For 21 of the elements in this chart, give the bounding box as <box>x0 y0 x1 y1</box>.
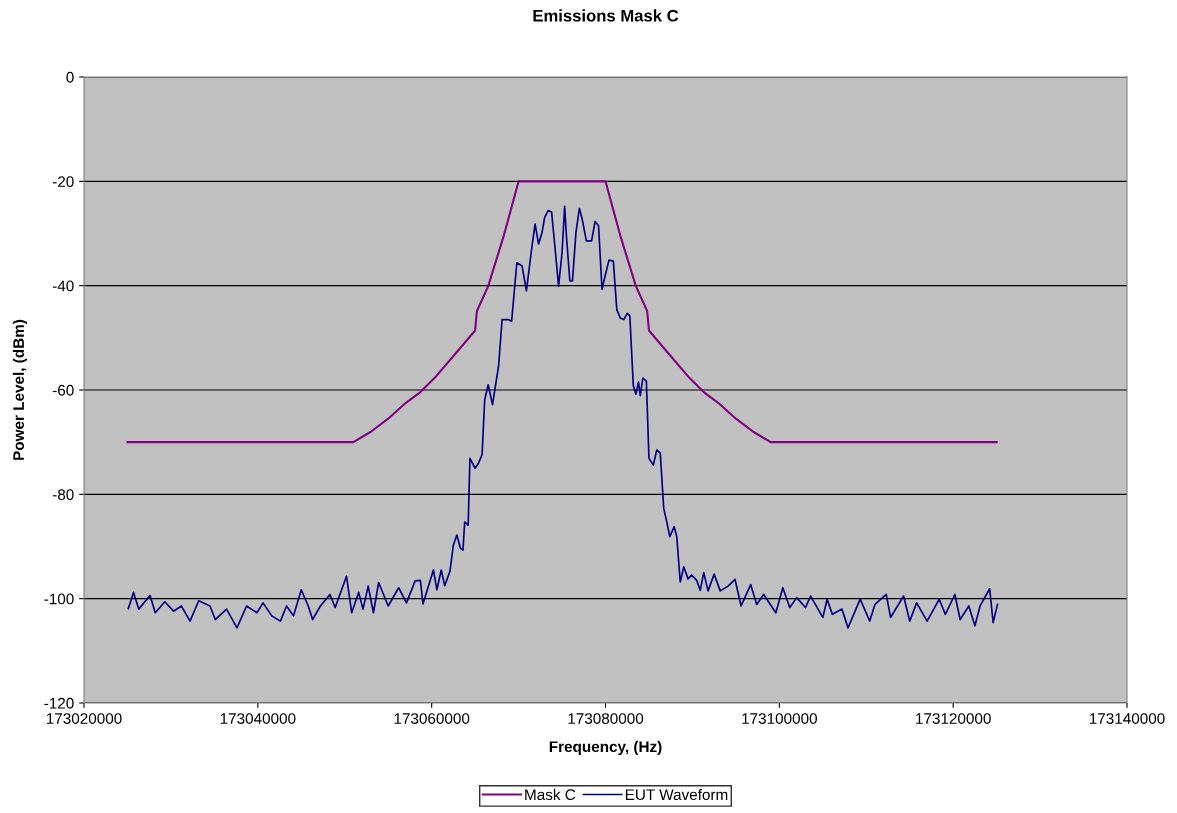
y-tick-label: -20 <box>52 176 74 188</box>
y-tick-label: 0 <box>66 71 74 83</box>
line-series <box>127 205 999 629</box>
x-tick-label: 173020000 <box>46 713 122 724</box>
y-tick-label: -40 <box>52 280 74 292</box>
y-tick-label: -120 <box>44 697 74 709</box>
y-axis-title: Power Level, (dBm) <box>12 319 28 460</box>
legend-label: EUT Waveform <box>625 788 728 801</box>
x-tick-label: 173120000 <box>916 713 991 724</box>
y-tick-label: -100 <box>44 593 74 605</box>
line-series <box>126 180 998 444</box>
x-tick-label: 173060000 <box>394 713 470 724</box>
legend-label: Mask C <box>525 788 576 801</box>
x-tick-label: 173040000 <box>220 713 296 724</box>
x-tick-label: 173140000 <box>1089 713 1165 724</box>
x-tick-label: 173080000 <box>568 713 644 724</box>
chart-title: Emissions Mask C <box>533 9 679 22</box>
x-axis-title: Frequency, (Hz) <box>549 740 662 756</box>
y-tick-label: -60 <box>52 384 74 396</box>
x-tick-label: 173100000 <box>742 713 817 724</box>
y-tick-label: -80 <box>52 489 74 501</box>
